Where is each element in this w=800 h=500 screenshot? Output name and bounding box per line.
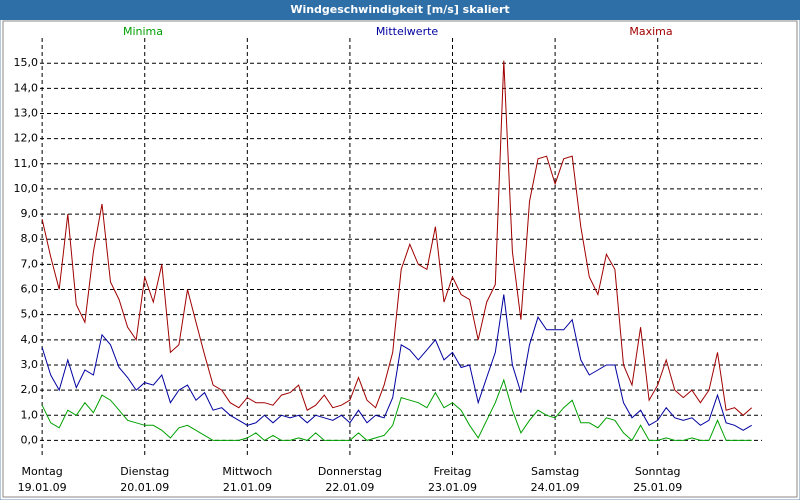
x-tick-date: 23.01.09 — [428, 481, 477, 494]
x-tick-label: Sonntag — [635, 465, 681, 478]
chart-title: Windgeschwindigkeit [m/s] skaliert — [290, 3, 509, 16]
x-tick-label: Donnerstag — [318, 465, 382, 478]
y-tick-label: 15,0 — [14, 56, 39, 69]
x-tick-label: Montag — [22, 465, 63, 478]
y-tick-label: 2,0 — [21, 383, 39, 396]
x-tick-date: 25.01.09 — [633, 481, 682, 494]
y-tick-label: 7,0 — [21, 257, 39, 270]
x-tick-date: 22.01.09 — [325, 481, 374, 494]
x-tick-label: Mittwoch — [222, 465, 272, 478]
y-tick-label: 4,0 — [21, 333, 39, 346]
x-tick-date: 24.01.09 — [531, 481, 580, 494]
y-tick-label: 3,0 — [21, 358, 39, 371]
y-tick-label: 11,0 — [14, 157, 39, 170]
y-tick-label: 10,0 — [14, 182, 39, 195]
plot-frame — [2, 20, 798, 498]
legend-label: Mittelwerte — [376, 25, 439, 38]
x-tick-date: 19.01.09 — [18, 481, 67, 494]
x-tick-date: 20.01.09 — [120, 481, 169, 494]
series-line — [41, 378, 752, 442]
y-tick-label: 13,0 — [14, 106, 39, 119]
series-line — [41, 60, 753, 416]
series-line — [41, 294, 752, 431]
y-tick-label: 12,0 — [14, 132, 39, 145]
y-tick-label: 5,0 — [21, 308, 39, 321]
y-tick-label: 6,0 — [21, 283, 39, 296]
y-tick-label: 9,0 — [21, 207, 39, 220]
title-bar — [0, 0, 800, 20]
y-tick-label: 14,0 — [14, 81, 39, 94]
y-tick-label: 8,0 — [21, 232, 39, 245]
x-tick-label: Samstag — [531, 465, 579, 478]
y-tick-label: 1,0 — [21, 408, 39, 421]
legend-label: Maxima — [629, 25, 672, 38]
x-tick-label: Freitag — [434, 465, 472, 478]
x-tick-date: 21.01.09 — [223, 481, 272, 494]
x-tick-label: Dienstag — [120, 465, 169, 478]
legend-label: Minima — [123, 25, 163, 38]
y-tick-label: 0,0 — [21, 433, 39, 446]
